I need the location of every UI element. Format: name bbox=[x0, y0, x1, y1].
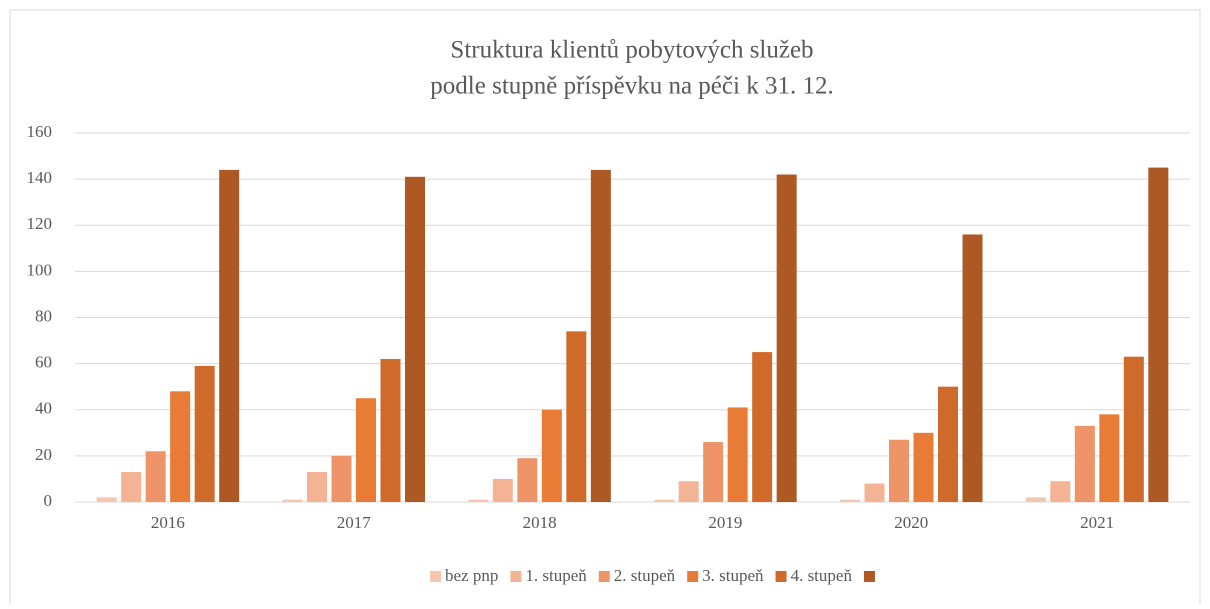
x-tick-label: 2019 bbox=[708, 513, 742, 532]
bar bbox=[864, 483, 885, 502]
bar bbox=[145, 451, 166, 502]
bar bbox=[840, 499, 860, 502]
bar bbox=[517, 458, 538, 502]
x-tick-label: 2016 bbox=[151, 513, 185, 532]
legend-swatch bbox=[775, 571, 787, 582]
bar bbox=[703, 442, 724, 502]
bar bbox=[541, 409, 562, 502]
bar bbox=[492, 478, 513, 502]
bar bbox=[962, 234, 983, 502]
bar bbox=[219, 169, 240, 502]
x-tick-label: 2018 bbox=[523, 513, 557, 532]
chart-title: podle stupně příspěvku na péči k 31. 12. bbox=[430, 73, 833, 100]
legend-label: 4. stupeň bbox=[791, 566, 853, 585]
bar bbox=[282, 499, 303, 502]
y-tick-label: 140 bbox=[27, 168, 53, 187]
bar bbox=[1025, 497, 1046, 502]
legend-swatch bbox=[510, 571, 522, 582]
y-tick-label: 60 bbox=[35, 353, 52, 372]
legend-swatch bbox=[598, 571, 610, 582]
bar bbox=[678, 481, 699, 502]
bar bbox=[307, 472, 327, 502]
x-tick-label: 2020 bbox=[894, 513, 928, 532]
y-tick-label: 40 bbox=[35, 399, 52, 418]
legend-label: 3. stupeň bbox=[702, 566, 764, 585]
bar bbox=[1050, 481, 1071, 502]
y-tick-label: 80 bbox=[35, 306, 52, 325]
bar bbox=[1123, 356, 1144, 502]
bar bbox=[356, 398, 376, 502]
bar bbox=[776, 174, 797, 502]
legend-swatch bbox=[863, 571, 875, 582]
bar bbox=[405, 176, 425, 502]
y-tick-label: 100 bbox=[27, 260, 53, 279]
bar bbox=[590, 169, 611, 502]
bar bbox=[654, 499, 675, 502]
bar bbox=[566, 331, 587, 502]
y-tick-label: 0 bbox=[44, 491, 53, 510]
bar bbox=[96, 497, 117, 502]
bar bbox=[752, 352, 773, 502]
bar bbox=[1099, 414, 1120, 502]
legend-label: 2. stupeň bbox=[614, 566, 676, 585]
legend-label: 1. stupeň bbox=[525, 566, 587, 585]
y-tick-label: 160 bbox=[27, 122, 53, 141]
bar bbox=[1148, 167, 1169, 502]
legend-label: bez pnp bbox=[445, 566, 498, 585]
bar bbox=[913, 432, 934, 502]
bar bbox=[121, 472, 142, 502]
bar bbox=[1074, 425, 1095, 502]
x-tick-label: 2017 bbox=[337, 513, 372, 532]
bar bbox=[889, 439, 909, 502]
bar bbox=[194, 365, 215, 502]
y-tick-label: 20 bbox=[35, 445, 52, 464]
y-tick-label: 120 bbox=[27, 214, 53, 233]
legend-swatch bbox=[430, 571, 442, 582]
bar bbox=[170, 391, 191, 502]
x-tick-label: 2021 bbox=[1080, 513, 1114, 532]
bar bbox=[727, 407, 748, 502]
bar bbox=[938, 386, 958, 502]
bar bbox=[380, 359, 401, 502]
legend-swatch bbox=[687, 571, 699, 582]
bar bbox=[331, 455, 352, 502]
chart-title: Struktura klientů pobytových služeb bbox=[450, 37, 813, 64]
bar bbox=[468, 499, 489, 502]
